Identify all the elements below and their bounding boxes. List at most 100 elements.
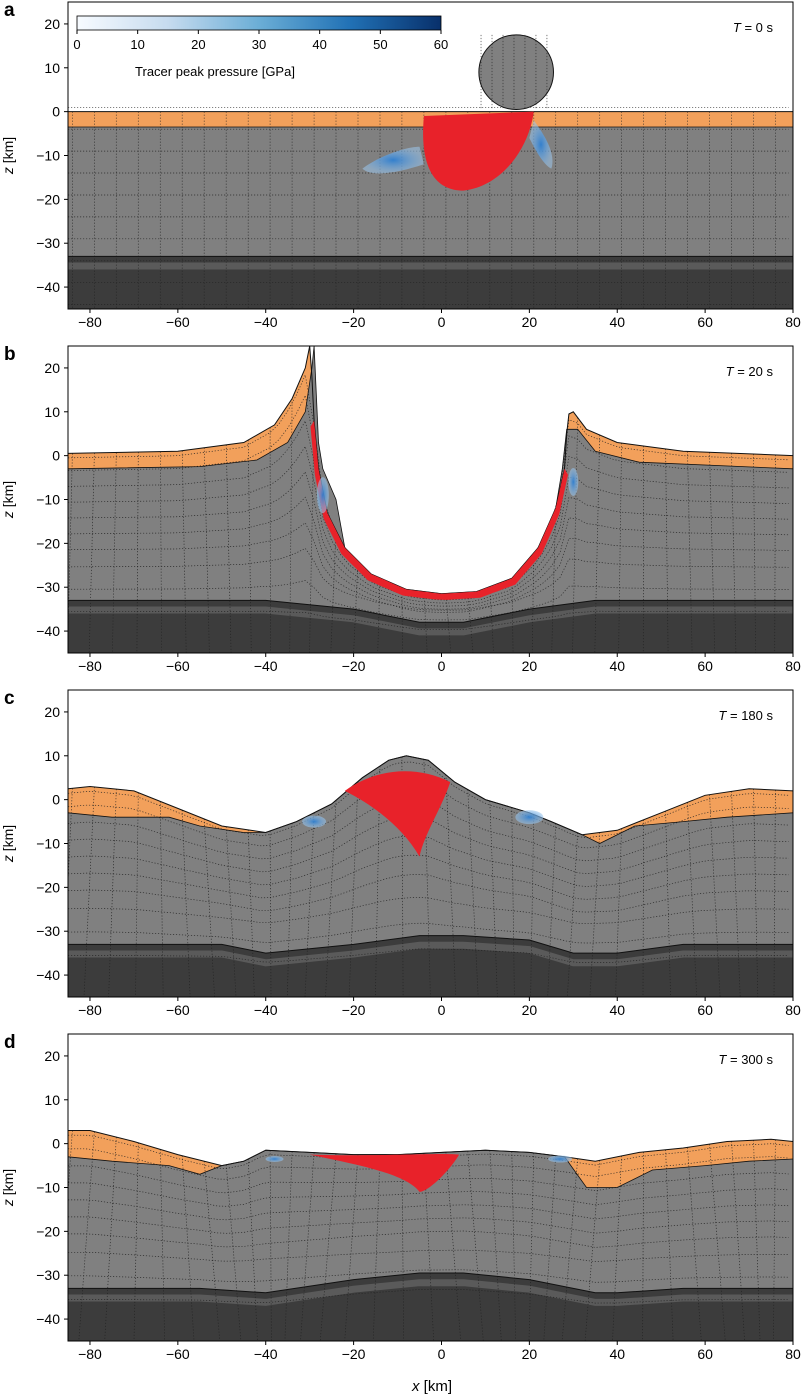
x-tick-label: −40 [254,658,278,674]
crust-layer [68,346,793,653]
y-tick-label: 0 [52,1136,60,1152]
panels-root: −80 −60 −40 −20 0 20 40 60 80 20 10 0 −10 −20 −30 −40 z … [0,0,801,1362]
x-tick-label: 40 [609,314,625,330]
panel-b: −80 −60 −40 −20 0 20 40 60 80 20 10 0 −10 −20 −30 −40 z … [0,344,801,674]
x-tick-label: −40 [254,1002,278,1018]
panel-letter: a [4,0,15,21]
projectile [478,34,554,110]
mesh-grid [68,106,789,309]
panel-c: −80 −60 −40 −20 0 20 40 60 80 20 10 0 −10 −20 −30 −40 z … [0,688,801,1018]
shock-zone-left [265,1155,284,1162]
x-tick-label: −60 [166,658,190,674]
melt-zone [423,111,534,191]
time-label: T = 20 s [726,364,774,379]
x-tick-label: −80 [78,1002,102,1018]
colorbar-tick-label: 0 [73,37,80,52]
y-axis-label: z [km] [0,137,16,175]
y-tick-label: −10 [36,492,60,508]
x-tick-label: −20 [342,1002,366,1018]
y-tick-label: −30 [36,235,60,251]
y-axis-label: z [km] [0,481,16,519]
moho-transition-band [68,606,793,636]
contour-lines [68,755,793,954]
x-tick-label: −40 [254,1346,278,1362]
panel-d: −80 −60 −40 −20 0 20 40 60 80 20 10 0 −10 −20 −30 −40 z … [0,1032,801,1362]
y-tick-label: 10 [44,748,60,764]
colorbar-tick-label: 30 [252,37,266,52]
y-tick-label: −40 [36,967,60,983]
x-tick-label: 0 [438,1346,446,1362]
x-tick-label: 0 [438,314,446,330]
colorbar-gradient [76,15,442,31]
crust-layer [68,755,793,997]
colorbar: 0 10 20 30 40 50 60 Tracer peak pressure [GPa] [70,10,448,80]
y-tick-label: 0 [52,448,60,464]
y-tick-label: −30 [36,923,60,939]
y-tick-label: 20 [44,1048,60,1064]
x-tick-label: −60 [166,314,190,330]
x-tick-label: 80 [785,1002,801,1018]
melt-zone [309,1153,460,1192]
x-tick-label: −20 [342,1346,366,1362]
y-tick-label: −20 [36,879,60,895]
tracer-regions [362,111,553,191]
x-tick-label: −20 [342,658,366,674]
y-tick-label: 0 [52,792,60,808]
y-tick-label: −40 [36,279,60,295]
y-tick-label: −10 [36,1180,60,1196]
mesh-grid [68,1130,789,1341]
x-tick-label: −80 [78,1346,102,1362]
y-tick-label: −40 [36,623,60,639]
x-tick-label: 60 [697,658,713,674]
x-tick-label: 40 [609,658,625,674]
mesh-grid [68,373,789,653]
time-label: T = 300 s [718,1052,773,1067]
y-tick-label: 20 [44,16,60,32]
mantle-layer [68,935,793,997]
y-tick-label: 10 [44,60,60,76]
time-label: T = 0 s [733,20,774,35]
y-tick-label: 20 [44,704,60,720]
x-tick-label: −20 [342,314,366,330]
x-tick-label: 0 [438,658,446,674]
shock-zone-left [316,477,329,514]
y-tick-label: −20 [36,1223,60,1239]
y-tick-label: −20 [36,535,60,551]
x-tick-label: 80 [785,658,801,674]
colorbar-tick-label: 10 [130,37,144,52]
x-tick-label: −40 [254,314,278,330]
y-tick-label: 10 [44,1092,60,1108]
colorbar-tick-label: 50 [373,37,387,52]
time-label: T = 180 s [718,708,773,723]
y-tick-label: −40 [36,1311,60,1327]
x-tick-label: 80 [785,1346,801,1362]
mantle-layer [68,600,793,653]
x-tick-label: 20 [522,1002,538,1018]
colorbar-tick-label: 20 [191,37,205,52]
x-tick-label: 40 [609,1346,625,1362]
panel-a: −80 −60 −40 −20 0 20 40 60 80 20 10 0 −10 −20 −30 −40 z … [0,0,801,330]
shock-zone-right [529,120,553,169]
shock-zone-right [548,1155,573,1163]
moho-transition-band [68,1279,793,1306]
mantle-layer [68,256,793,309]
colorbar-label: Tracer peak pressure [GPa] [135,64,295,79]
y-tick-label: 10 [44,404,60,420]
y-tick-label: −30 [36,579,60,595]
panel-letter: b [4,344,16,365]
shock-zone-right [515,810,544,825]
y-tick-label: −20 [36,191,60,207]
x-tick-label: 40 [609,1002,625,1018]
x-tick-label: −60 [166,1002,190,1018]
melt-zone [344,771,451,857]
y-tick-label: −30 [36,1267,60,1283]
shock-zone-right [568,467,579,496]
shock-zone-left [302,815,327,828]
panel-letter: d [4,1032,16,1053]
x-tick-label: 0 [438,1002,446,1018]
y-tick-label: −10 [36,836,60,852]
x-tick-label: 60 [697,314,713,330]
x-tick-label: 60 [697,1002,713,1018]
tracer-regions [265,1153,573,1192]
